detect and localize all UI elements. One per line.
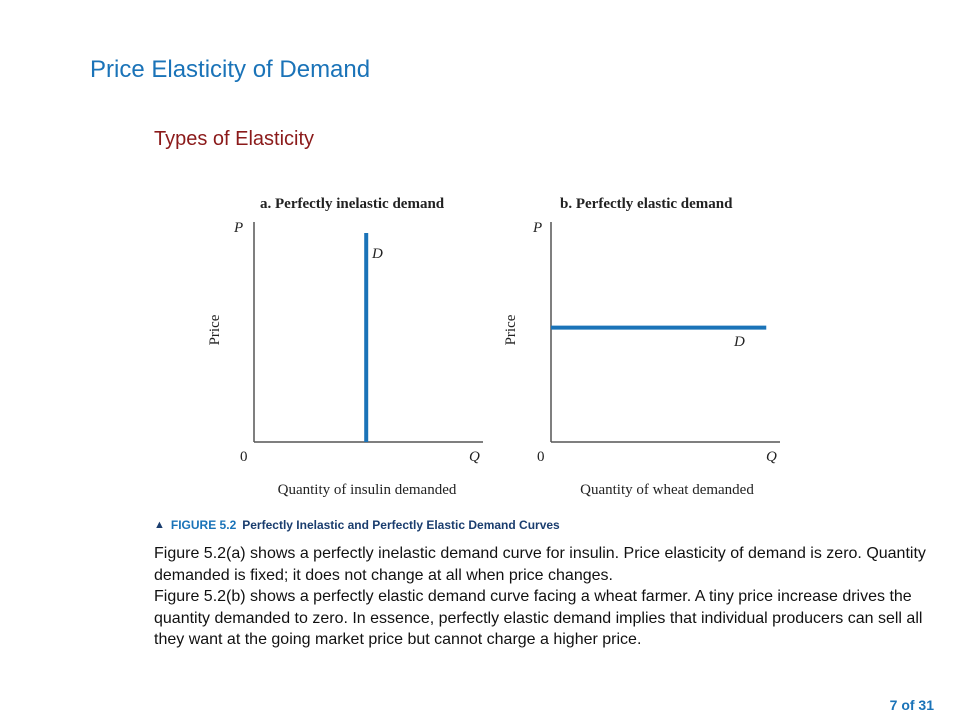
chart-a-y-axis-label: P	[233, 220, 243, 236]
chart-b-curve-label: D	[733, 334, 745, 350]
slide-subtitle: Types of Elasticity	[154, 128, 315, 150]
slide-title: Price Elasticity of Demand	[90, 56, 371, 83]
page-number: 7 of 31	[889, 697, 934, 713]
chart-a: a. Perfectly inelastic demand P Q 0 Pric…	[207, 196, 483, 498]
chart-a-xlabel: Quantity of insulin demanded	[278, 482, 457, 498]
chart-b: b. Perfectly elastic demand P Q 0 Price …	[503, 196, 780, 498]
chart-b-title: b. Perfectly elastic demand	[560, 196, 733, 212]
chart-b-x-axis-label: Q	[766, 449, 777, 465]
chart-a-x-axis-label: Q	[469, 449, 480, 465]
figure-number: FIGURE 5.2	[170, 518, 237, 532]
chart-b-origin-label: 0	[537, 449, 545, 465]
chart-b-ylabel: Price	[503, 314, 519, 345]
chart-a-title: a. Perfectly inelastic demand	[260, 196, 445, 212]
figure-caption: ▲ FIGURE 5.2 Perfectly Inelastic and Per…	[154, 518, 560, 532]
chart-b-y-axis-label: P	[532, 220, 542, 236]
chart-a-ylabel: Price	[207, 314, 223, 345]
paragraph-a: Figure 5.2(a) shows a perfectly inelasti…	[154, 545, 926, 584]
chart-a-origin-label: 0	[240, 449, 248, 465]
chart-b-xlabel: Quantity of wheat demanded	[580, 482, 754, 498]
triangle-icon: ▲	[154, 519, 165, 531]
body-text: Figure 5.2(a) shows a perfectly inelasti…	[154, 543, 934, 651]
paragraph-b: Figure 5.2(b) shows a perfectly elastic …	[154, 588, 923, 648]
chart-a-curve-label: D	[371, 246, 383, 262]
figure-caption-text: Perfectly Inelastic and Perfectly Elasti…	[242, 518, 560, 532]
